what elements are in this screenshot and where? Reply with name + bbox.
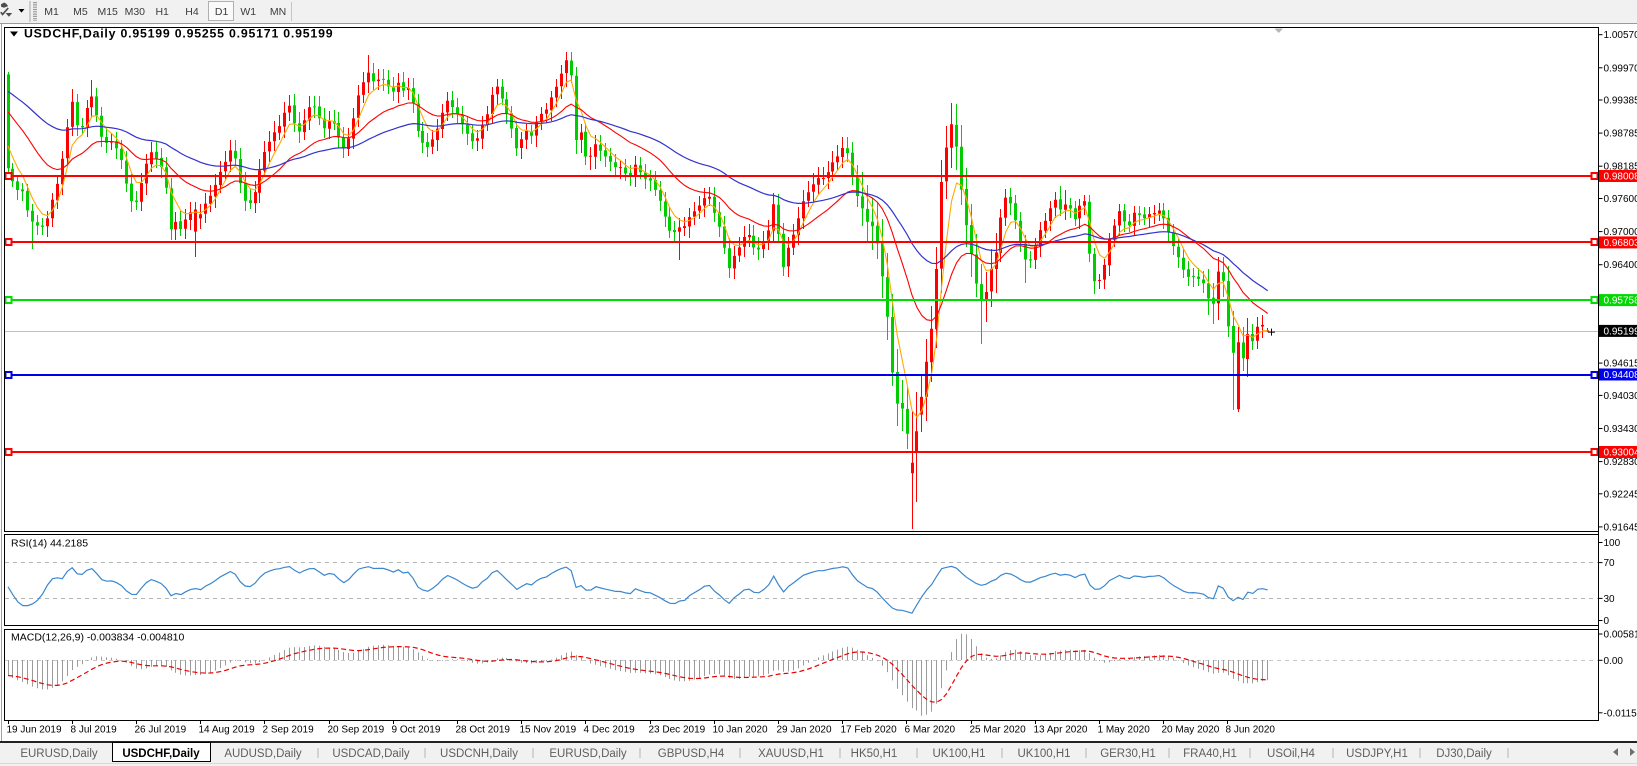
svg-text:AUDUSD,Daily: AUDUSD,Daily	[224, 748, 302, 760]
svg-text:10 Jan 2020: 10 Jan 2020	[713, 725, 768, 736]
svg-text:9 Oct 2019: 9 Oct 2019	[392, 725, 441, 736]
svg-text:0.97000: 0.97000	[1604, 227, 1637, 238]
svg-text:19 Jun 2019: 19 Jun 2019	[7, 725, 62, 736]
svg-text:20 Sep 2019: 20 Sep 2019	[328, 725, 385, 736]
svg-text:0.94615: 0.94615	[1604, 359, 1637, 370]
svg-text:MACD(12,26,9) -0.003834 -0.004: MACD(12,26,9) -0.003834 -0.004810	[11, 632, 185, 644]
svg-text:UK100,H1: UK100,H1	[932, 748, 985, 760]
svg-text:0.92830: 0.92830	[1604, 457, 1637, 468]
svg-text:0.98185: 0.98185	[1604, 162, 1637, 173]
svg-text:8 Jun 2020: 8 Jun 2020	[1226, 725, 1276, 736]
svg-text:USDCNH,Daily: USDCNH,Daily	[440, 748, 518, 760]
svg-text:15 Nov 2019: 15 Nov 2019	[520, 725, 577, 736]
svg-text:2 Sep 2019: 2 Sep 2019	[263, 725, 315, 736]
svg-text:0.94408: 0.94408	[1604, 370, 1637, 381]
svg-text:0.98008: 0.98008	[1604, 172, 1637, 183]
svg-text:14 Aug 2019: 14 Aug 2019	[199, 725, 256, 736]
svg-text:1 May 2020: 1 May 2020	[1098, 725, 1151, 736]
svg-text:29 Jan 2020: 29 Jan 2020	[777, 725, 832, 736]
svg-text:RSI(14) 44.2185: RSI(14) 44.2185	[11, 538, 88, 550]
svg-text:USDCAD,Daily: USDCAD,Daily	[332, 748, 410, 760]
svg-text:0.005818: 0.005818	[1604, 630, 1637, 641]
svg-text:D1: D1	[215, 6, 229, 18]
svg-text:1.00570: 1.00570	[1604, 30, 1637, 41]
svg-text:6 Mar 2020: 6 Mar 2020	[905, 725, 956, 736]
svg-text:EURUSD,Daily: EURUSD,Daily	[20, 748, 98, 760]
svg-text:UK100,H1: UK100,H1	[1017, 748, 1070, 760]
svg-text:20 May 2020: 20 May 2020	[1162, 725, 1220, 736]
svg-text:8 Jul 2019: 8 Jul 2019	[71, 725, 118, 736]
svg-text:4 Dec 2019: 4 Dec 2019	[584, 725, 636, 736]
svg-text:USDCHF,Daily 0.95199 0.95255: USDCHF,Daily 0.95199 0.95255 0.95171 0.9…	[24, 27, 333, 41]
svg-text:100: 100	[1604, 538, 1621, 549]
svg-text:0.92245: 0.92245	[1604, 489, 1637, 500]
svg-text:USOil,H4: USOil,H4	[1267, 748, 1316, 760]
svg-text:0.94030: 0.94030	[1604, 391, 1637, 402]
svg-text:USDJPY,H1: USDJPY,H1	[1346, 748, 1408, 760]
svg-text:MN: MN	[270, 6, 286, 18]
svg-text:0.91645: 0.91645	[1604, 522, 1637, 533]
svg-text:W1: W1	[240, 6, 256, 18]
svg-text:0.95199: 0.95199	[1604, 326, 1637, 337]
svg-text:FRA40,H1: FRA40,H1	[1183, 748, 1237, 760]
svg-text:GBPUSD,H4: GBPUSD,H4	[658, 748, 725, 760]
svg-text:0: 0	[1604, 616, 1610, 627]
svg-text:HK50,H1: HK50,H1	[851, 748, 898, 760]
svg-text:GER30,H1: GER30,H1	[1100, 748, 1156, 760]
svg-text:17 Feb 2020: 17 Feb 2020	[841, 725, 898, 736]
svg-text:0.93004: 0.93004	[1604, 448, 1637, 459]
svg-text:0.96400: 0.96400	[1604, 260, 1637, 271]
svg-text:0.95758: 0.95758	[1604, 296, 1637, 307]
svg-text:28 Oct 2019: 28 Oct 2019	[456, 725, 511, 736]
svg-text:0.99385: 0.99385	[1604, 96, 1637, 107]
svg-text:0.00: 0.00	[1604, 656, 1624, 667]
svg-text:26 Jul 2019: 26 Jul 2019	[135, 725, 187, 736]
svg-text:0.96803: 0.96803	[1604, 238, 1637, 249]
svg-text:EURUSD,Daily: EURUSD,Daily	[549, 748, 627, 760]
svg-text:0.97600: 0.97600	[1604, 194, 1637, 205]
svg-text:M30: M30	[125, 6, 146, 18]
svg-text:0.98785: 0.98785	[1604, 129, 1637, 140]
svg-text:0.93430: 0.93430	[1604, 424, 1637, 435]
svg-text:13 Apr 2020: 13 Apr 2020	[1034, 725, 1088, 736]
svg-text:23 Dec 2019: 23 Dec 2019	[649, 725, 706, 736]
svg-text:30: 30	[1604, 594, 1616, 605]
svg-text:M15: M15	[97, 6, 118, 18]
svg-text:XAUUSD,H1: XAUUSD,H1	[758, 748, 824, 760]
svg-text:M5: M5	[73, 6, 88, 18]
svg-text:70: 70	[1604, 558, 1616, 569]
svg-text:USDCHF,Daily: USDCHF,Daily	[122, 748, 200, 760]
svg-text:M1: M1	[44, 6, 59, 18]
svg-text:0.99970: 0.99970	[1604, 63, 1637, 74]
svg-text:H4: H4	[185, 6, 199, 18]
svg-text:25 Mar 2020: 25 Mar 2020	[970, 725, 1027, 736]
svg-text:H1: H1	[155, 6, 169, 18]
svg-text:DJ30,Daily: DJ30,Daily	[1436, 748, 1492, 760]
